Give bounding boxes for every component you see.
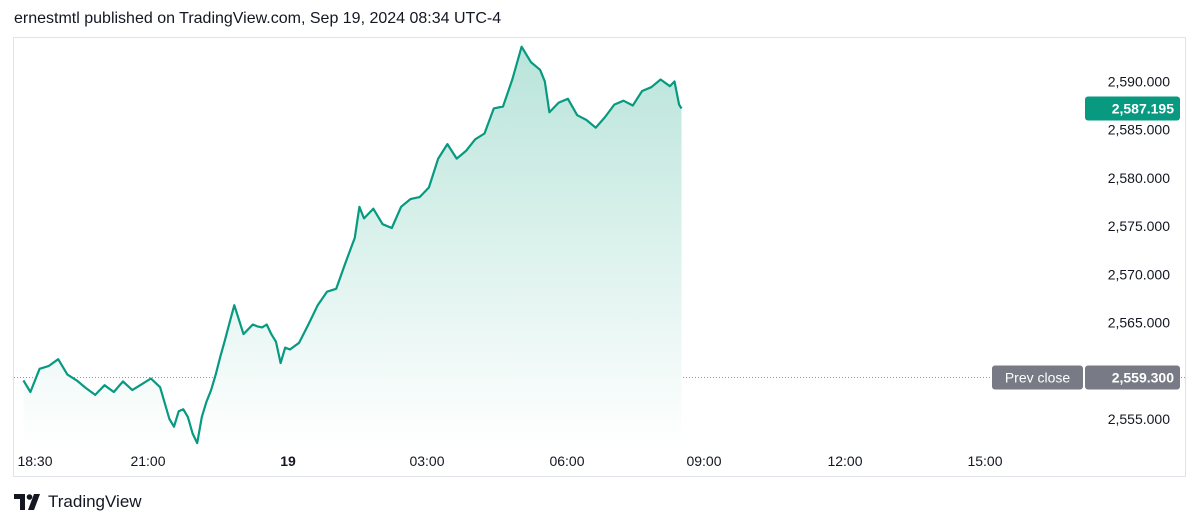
x-tick-label: 03:00 [409,453,444,469]
x-tick-label: 15:00 [967,453,1002,469]
y-tick-label: 2,585.000 [1108,122,1170,138]
y-tick-label: 2,575.000 [1108,218,1170,234]
x-tick-label: 12:00 [827,453,862,469]
brand-label: TradingView [48,492,142,511]
publish-header: ernestmtl published on TradingView.com, … [14,10,502,27]
price-line [22,45,683,445]
footer: TradingView [14,492,142,512]
y-tick-label: 2,590.000 [1108,73,1170,89]
x-tick-label: 18:30 [17,453,52,469]
prev-close-badge: Prev close 2,559.300 [992,365,1180,390]
prev-close-label: Prev close [1005,370,1071,386]
y-tick-label: 2,580.000 [1108,170,1170,186]
y-tick-label: 2,565.000 [1108,315,1170,331]
x-tick-label: 09:00 [686,453,721,469]
tradingview-logo-icon [14,494,40,510]
last-price-value: 2,587.195 [1112,100,1174,116]
chart-frame [13,37,1186,477]
last-price-badge: 2,587.195 [1085,96,1180,121]
y-tick-label: 2,555.000 [1108,411,1170,427]
x-tick-label: 19 [280,453,296,469]
x-tick-label: 21:00 [130,453,165,469]
y-tick-label: 2,570.000 [1108,266,1170,282]
prev-close-value: 2,559.300 [1112,370,1174,386]
x-tick-label: 06:00 [549,453,584,469]
